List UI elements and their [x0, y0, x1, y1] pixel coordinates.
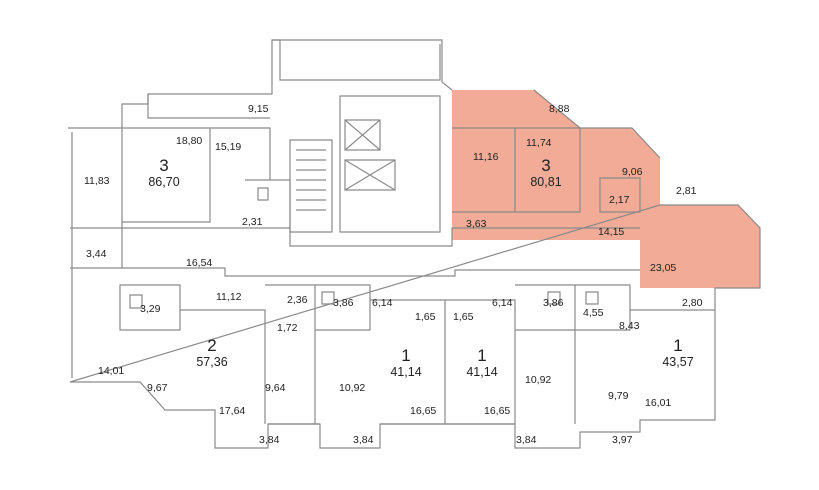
room-area-label: 6,14: [492, 297, 513, 309]
room-count: 1: [673, 336, 683, 355]
walls: [68, 39, 761, 449]
room-area-label: 17,64: [219, 405, 246, 417]
room-area-label: 10,92: [525, 374, 552, 386]
room-area-label: 3,84: [353, 434, 374, 446]
room-area-label: 4,55: [583, 307, 604, 319]
room-count: 2: [207, 336, 217, 355]
room-area-label: 9,15: [248, 103, 269, 115]
room-area-label: 16,54: [186, 257, 213, 269]
room-area-label: 3,86: [333, 297, 354, 309]
room-area-label: 2,17: [609, 194, 630, 206]
room-area-label: 9,64: [265, 382, 286, 394]
room-area-label: 11,83: [84, 175, 110, 187]
apartment-label[interactable]: 3 80,81: [516, 156, 576, 189]
room-area-label: 3,44: [86, 248, 107, 260]
apartment-area: 41,14: [466, 365, 498, 379]
room-area-label: 9,06: [622, 166, 643, 178]
room-area-label: 2,36: [287, 294, 308, 306]
room-area-label: 3,63: [466, 218, 487, 230]
room-area-label: 3,84: [259, 434, 280, 446]
room-count: 1: [401, 346, 411, 365]
room-area-label: 9,67: [147, 382, 168, 394]
apartment-area: 57,36: [196, 355, 228, 369]
room-area-label: 2,31: [242, 216, 263, 228]
room-area-label: 1,65: [415, 311, 436, 323]
apartment-label[interactable]: 1 41,14: [376, 346, 436, 379]
apartment-label[interactable]: 2 57,36: [182, 336, 242, 369]
apartment-area: 80,81: [530, 175, 562, 189]
room-count: 1: [477, 346, 487, 365]
room-area-label: 11,12: [216, 291, 242, 303]
room-area-label: 18,80: [176, 135, 203, 147]
room-area-label: 3,84: [516, 434, 537, 446]
room-area-label: 14,01: [98, 365, 125, 377]
room-count: 3: [541, 156, 551, 175]
room-area-label: 3,86: [543, 297, 564, 309]
room-area-label: 16,65: [410, 405, 437, 417]
room-area-label: 23,05: [650, 262, 677, 274]
room-area-label: 9,79: [608, 390, 629, 402]
room-area-label: 11,74: [526, 137, 552, 149]
apartment-label[interactable]: 1 43,57: [648, 336, 708, 369]
room-area-label: 16,65: [484, 405, 511, 417]
apartment-area: 86,70: [148, 175, 180, 189]
apartment-area: 43,57: [662, 355, 694, 369]
highlighted-apartment-shape[interactable]: [452, 90, 760, 288]
room-area-label: 2,80: [682, 297, 703, 309]
apartment-area: 41,14: [390, 365, 422, 379]
room-area-label: 15,19: [215, 141, 242, 153]
room-area-label: 6,14: [372, 297, 393, 309]
room-area-label: 2,81: [676, 185, 697, 197]
room-area-label: 11,16: [473, 151, 499, 163]
apartment-label[interactable]: 3 86,70: [134, 156, 194, 189]
room-area-label: 16,01: [645, 397, 672, 409]
room-area-label: 14,15: [598, 226, 625, 238]
room-area-label: 3,29: [140, 303, 161, 315]
room-area-label: 8,43: [619, 320, 640, 332]
apartment-label[interactable]: 1 41,14: [452, 346, 512, 379]
room-area-label: 3,97: [612, 434, 633, 446]
room-area-label: 1,65: [453, 311, 474, 323]
room-area-label: 1,72: [277, 322, 298, 334]
room-area-label: 8,88: [549, 103, 570, 115]
room-area-label: 10,92: [339, 382, 366, 394]
room-count: 3: [159, 156, 169, 175]
